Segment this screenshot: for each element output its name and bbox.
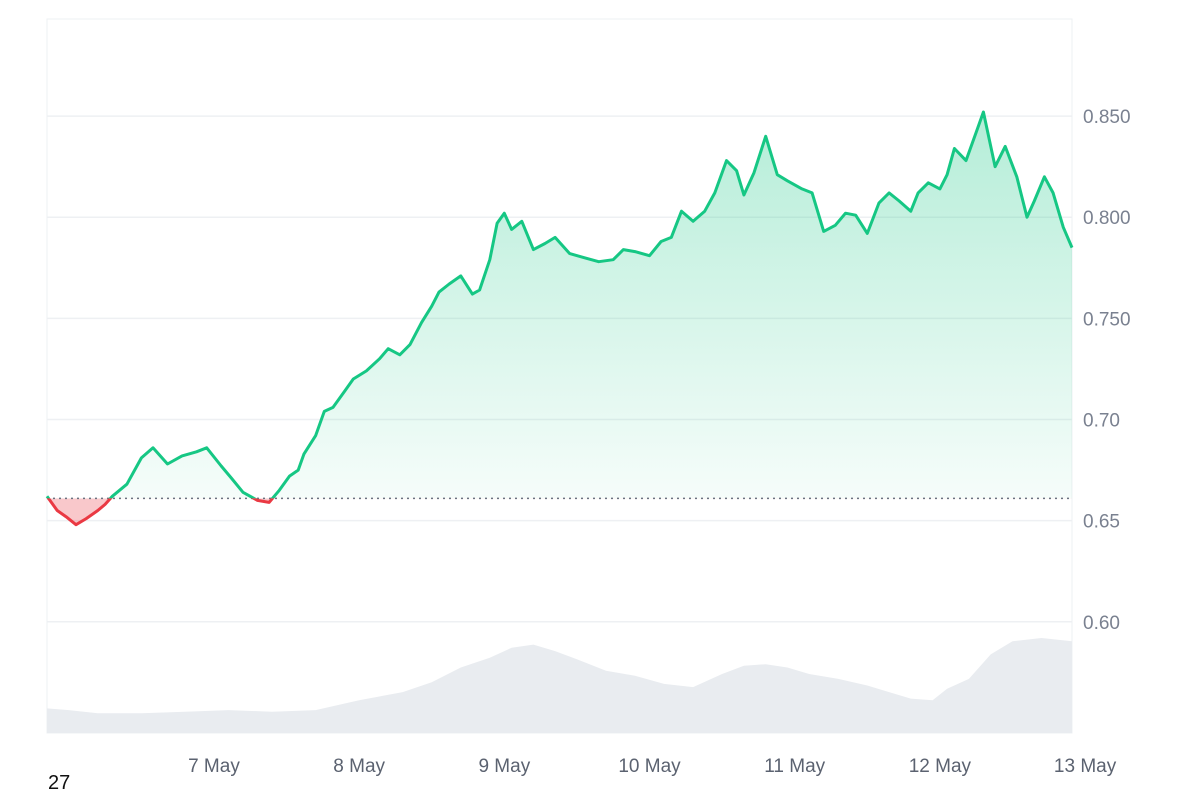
y-tick-label: 0.850 — [1083, 107, 1131, 128]
x-tick-label: 7 May — [188, 756, 240, 777]
y-tick-label: 0.65 — [1083, 512, 1120, 533]
price-line-above-baseline — [45, 110, 1074, 499]
x-tick-label: 8 May — [333, 756, 385, 777]
x-axis-labels: 7 May 8 May 9 May 10 May 11 May 12 May 13 May — [188, 756, 1117, 777]
y-tick-label: 0.60 — [1083, 613, 1120, 634]
y-tick-label: 0.750 — [1083, 309, 1131, 330]
x-tick-label: 11 May — [764, 756, 825, 777]
x-tick-label: 10 May — [618, 756, 681, 777]
x-tick-label: 12 May — [909, 756, 972, 777]
volume-area — [47, 638, 1072, 733]
x-tick-label: 9 May — [478, 756, 530, 777]
x-tick-label: 13 May — [1054, 756, 1117, 777]
y-axis-labels: 0.60 0.65 0.70 0.750 0.800 0.850 — [1083, 107, 1131, 634]
y-tick-label: 0.800 — [1083, 208, 1131, 229]
corner-label: 27 — [48, 772, 71, 794]
y-tick-label: 0.70 — [1083, 410, 1120, 431]
